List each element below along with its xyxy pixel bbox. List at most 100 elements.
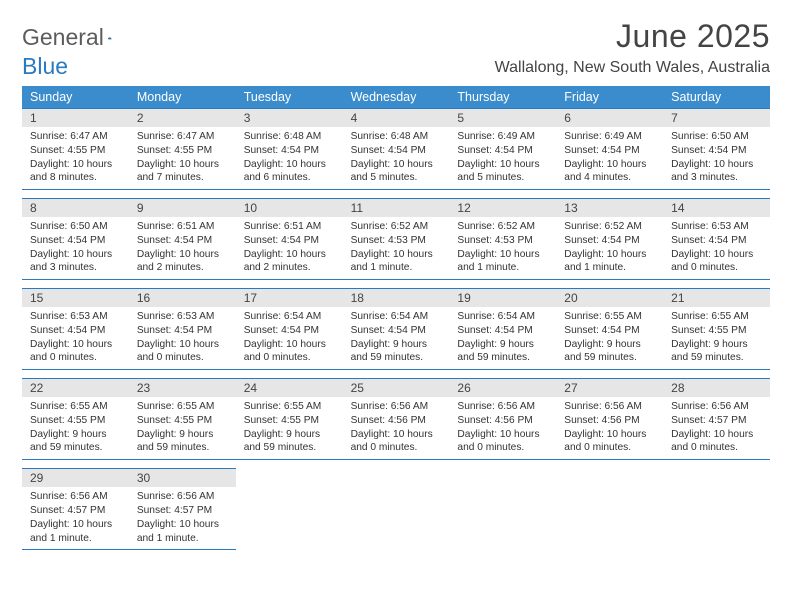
sunset-line: Sunset: 4:53 PM xyxy=(351,234,442,248)
sunset-line: Sunset: 4:55 PM xyxy=(30,144,121,158)
daylight-line: Daylight: 10 hours and 1 minute. xyxy=(564,248,655,276)
day-cell: 17Sunrise: 6:54 AMSunset: 4:54 PMDayligh… xyxy=(236,288,343,370)
sunrise-line: Sunrise: 6:53 AM xyxy=(671,220,762,234)
sunset-line: Sunset: 4:57 PM xyxy=(30,504,121,518)
sunrise-line: Sunrise: 6:49 AM xyxy=(457,130,548,144)
day-cell: 26Sunrise: 6:56 AMSunset: 4:56 PMDayligh… xyxy=(449,378,556,460)
weekday-header: Monday xyxy=(129,86,236,108)
sunrise-line: Sunrise: 6:52 AM xyxy=(457,220,548,234)
day-cell: 14Sunrise: 6:53 AMSunset: 4:54 PMDayligh… xyxy=(663,198,770,280)
day-number: 7 xyxy=(663,109,770,127)
day-cell: 28Sunrise: 6:56 AMSunset: 4:57 PMDayligh… xyxy=(663,378,770,460)
day-body: Sunrise: 6:54 AMSunset: 4:54 PMDaylight:… xyxy=(449,307,556,369)
day-body: Sunrise: 6:55 AMSunset: 4:55 PMDaylight:… xyxy=(129,397,236,459)
sunrise-line: Sunrise: 6:50 AM xyxy=(30,220,121,234)
daylight-line: Daylight: 10 hours and 1 minute. xyxy=(30,518,121,546)
sunset-line: Sunset: 4:54 PM xyxy=(30,324,121,338)
sunset-line: Sunset: 4:54 PM xyxy=(564,324,655,338)
sunrise-line: Sunrise: 6:56 AM xyxy=(351,400,442,414)
day-body: Sunrise: 6:53 AMSunset: 4:54 PMDaylight:… xyxy=(129,307,236,369)
day-cell: 23Sunrise: 6:55 AMSunset: 4:55 PMDayligh… xyxy=(129,378,236,460)
day-cell: 5Sunrise: 6:49 AMSunset: 4:54 PMDaylight… xyxy=(449,108,556,190)
sunset-line: Sunset: 4:54 PM xyxy=(351,144,442,158)
daylight-line: Daylight: 10 hours and 2 minutes. xyxy=(137,248,228,276)
sunset-line: Sunset: 4:56 PM xyxy=(351,414,442,428)
sunrise-line: Sunrise: 6:50 AM xyxy=(671,130,762,144)
sunset-line: Sunset: 4:54 PM xyxy=(457,324,548,338)
day-cell: 8Sunrise: 6:50 AMSunset: 4:54 PMDaylight… xyxy=(22,198,129,280)
day-number: 21 xyxy=(663,289,770,307)
day-number: 5 xyxy=(449,109,556,127)
daylight-line: Daylight: 10 hours and 6 minutes. xyxy=(244,158,335,186)
logo-text-general: General xyxy=(22,24,104,51)
sunset-line: Sunset: 4:54 PM xyxy=(244,144,335,158)
daylight-line: Daylight: 10 hours and 5 minutes. xyxy=(351,158,442,186)
day-body: Sunrise: 6:56 AMSunset: 4:56 PMDaylight:… xyxy=(449,397,556,459)
day-cell: 29 Sunrise: 6:56 AMSunset: 4:57 PMDayligh… xyxy=(22,468,129,550)
sunset-line: Sunset: 4:54 PM xyxy=(244,324,335,338)
daylight-line: Daylight: 10 hours and 0 minutes. xyxy=(351,428,442,456)
daylight-line: Daylight: 10 hours and 0 minutes. xyxy=(671,428,762,456)
sunrise-line: Sunrise: 6:54 AM xyxy=(351,310,442,324)
day-body: Sunrise: 6:55 AMSunset: 4:55 PMDaylight:… xyxy=(22,397,129,459)
day-body: Sunrise: 6:47 AMSunset: 4:55 PMDaylight:… xyxy=(129,127,236,189)
sunset-line: Sunset: 4:57 PM xyxy=(671,414,762,428)
sunrise-line: Sunrise: 6:54 AM xyxy=(244,310,335,324)
daylight-line: Daylight: 10 hours and 1 minute. xyxy=(351,248,442,276)
day-cell: 24Sunrise: 6:55 AMSunset: 4:55 PMDayligh… xyxy=(236,378,343,460)
sunrise-line: Sunrise: 6:54 AM xyxy=(457,310,548,324)
daylight-line: Daylight: 10 hours and 4 minutes. xyxy=(564,158,655,186)
sunset-line: Sunset: 4:54 PM xyxy=(564,144,655,158)
weekday-header: Thursday xyxy=(449,86,556,108)
sunset-line: Sunset: 4:54 PM xyxy=(137,234,228,248)
sunset-line: Sunset: 4:54 PM xyxy=(244,234,335,248)
day-number: 17 xyxy=(236,289,343,307)
day-number: 8 xyxy=(22,199,129,217)
weekday-header: Sunday xyxy=(22,86,129,108)
day-body: Sunrise: 6:48 AMSunset: 4:54 PMDaylight:… xyxy=(236,127,343,189)
day-number: 12 xyxy=(449,199,556,217)
sunrise-line: Sunrise: 6:55 AM xyxy=(30,400,121,414)
day-number: 28 xyxy=(663,379,770,397)
day-body: Sunrise: 6:55 AMSunset: 4:55 PMDaylight:… xyxy=(236,397,343,459)
day-cell: 10Sunrise: 6:51 AMSunset: 4:54 PMDayligh… xyxy=(236,198,343,280)
day-number: 27 xyxy=(556,379,663,397)
day-cell: 13Sunrise: 6:52 AMSunset: 4:54 PMDayligh… xyxy=(556,198,663,280)
day-number: 3 xyxy=(236,109,343,127)
day-body: Sunrise: 6:56 AMSunset: 4:56 PMDaylight:… xyxy=(556,397,663,459)
day-cell: 18Sunrise: 6:54 AMSunset: 4:54 PMDayligh… xyxy=(343,288,450,370)
day-body: Sunrise: 6:48 AMSunset: 4:54 PMDaylight:… xyxy=(343,127,450,189)
day-body: Sunrise: 6:54 AMSunset: 4:54 PMDaylight:… xyxy=(343,307,450,369)
logo: General xyxy=(22,18,136,51)
day-cell: 12Sunrise: 6:52 AMSunset: 4:53 PMDayligh… xyxy=(449,198,556,280)
sunset-line: Sunset: 4:54 PM xyxy=(30,234,121,248)
day-number: 15 xyxy=(22,289,129,307)
sunrise-line: Sunrise: 6:48 AM xyxy=(244,130,335,144)
sunset-line: Sunset: 4:56 PM xyxy=(457,414,548,428)
day-number: 29 xyxy=(22,469,129,487)
sunrise-line: Sunrise: 6:56 AM xyxy=(30,490,121,504)
daylight-line: Daylight: 10 hours and 0 minutes. xyxy=(457,428,548,456)
sunrise-line: Sunrise: 6:49 AM xyxy=(564,130,655,144)
sunset-line: Sunset: 4:54 PM xyxy=(671,144,762,158)
day-number: 13 xyxy=(556,199,663,217)
day-body: Sunrise: 6:49 AMSunset: 4:54 PMDaylight:… xyxy=(449,127,556,189)
daylight-line: Daylight: 10 hours and 0 minutes. xyxy=(564,428,655,456)
logo-text-blue: Blue xyxy=(22,53,770,80)
day-body: Sunrise: 6:55 AMSunset: 4:55 PMDaylight:… xyxy=(663,307,770,369)
daylight-line: Daylight: 10 hours and 7 minutes. xyxy=(137,158,228,186)
sunrise-line: Sunrise: 6:55 AM xyxy=(671,310,762,324)
day-number: 4 xyxy=(343,109,450,127)
day-body: Sunrise: 6:53 AMSunset: 4:54 PMDaylight:… xyxy=(663,217,770,279)
sunset-line: Sunset: 4:54 PM xyxy=(351,324,442,338)
calendar-grid: 1Sunrise: 6:47 AMSunset: 4:55 PMDaylight… xyxy=(22,108,770,558)
day-body: Sunrise: 6:54 AMSunset: 4:54 PMDaylight:… xyxy=(236,307,343,369)
day-body: Sunrise: 6:56 AMSunset: 4:57 PMDaylight:… xyxy=(663,397,770,459)
day-cell: 21Sunrise: 6:55 AMSunset: 4:55 PMDayligh… xyxy=(663,288,770,370)
sunset-line: Sunset: 4:56 PM xyxy=(564,414,655,428)
day-cell: 19Sunrise: 6:54 AMSunset: 4:54 PMDayligh… xyxy=(449,288,556,370)
daylight-line: Daylight: 9 hours and 59 minutes. xyxy=(671,338,762,366)
weekday-header: Friday xyxy=(556,86,663,108)
sunrise-line: Sunrise: 6:53 AM xyxy=(137,310,228,324)
weekday-header: Tuesday xyxy=(236,86,343,108)
